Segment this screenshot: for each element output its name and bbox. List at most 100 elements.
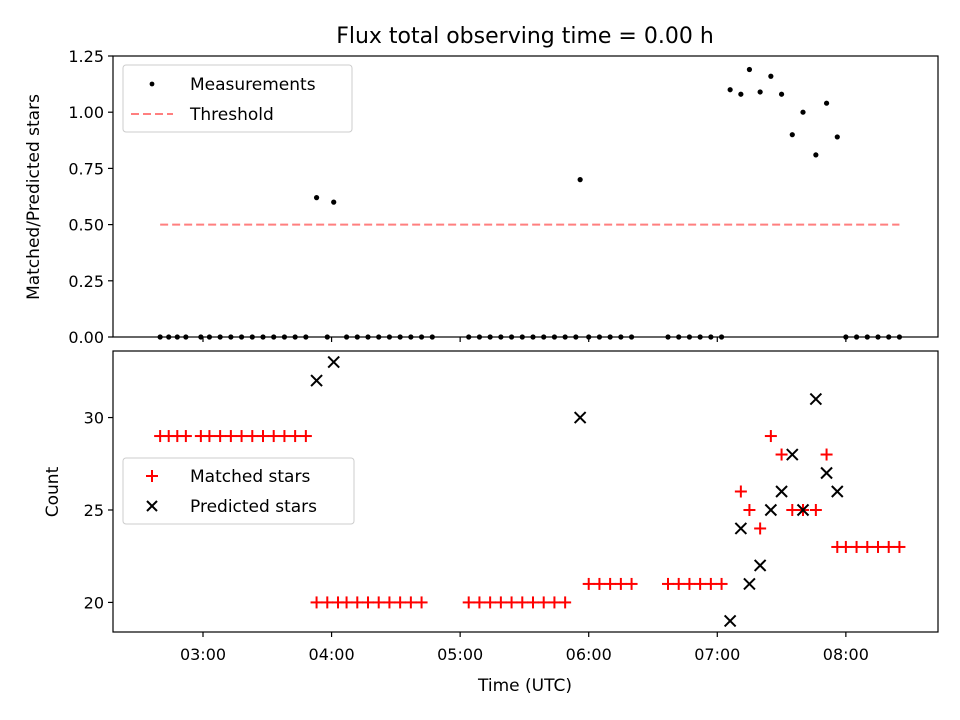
measurement-point [813,152,819,158]
top-x-ticks [202,337,847,342]
measurement-point [834,134,840,140]
matched-star-point [764,430,777,443]
measurement-point [727,87,733,93]
bottom-x-ticks: 03:00 04:00 05:00 06:00 07:00 08:00 [180,632,869,664]
predicted-star-point [743,577,756,591]
y-tick-label: 1.25 [68,47,104,66]
matched-star-point [754,522,767,535]
matched-star-point [593,577,606,590]
y-tick-label: 30 [84,409,104,428]
y-tick-label: 0.25 [68,272,104,291]
matched-star-point [394,596,407,609]
matched-star-point [214,430,227,443]
legend-matched-marker [146,470,158,482]
x-axis-label: Time (UTC) [477,676,572,696]
matched-star-point [537,596,550,609]
matched-star-point [548,596,561,609]
bottom-panel: 20 25 30 03:00 04:00 05:00 06:00 07:00 08:00 Co… [43,350,939,696]
matched-star-point [786,503,799,516]
bottom-legend-box [122,457,355,525]
measurement-point [757,89,763,95]
measurement-point [738,91,744,97]
predicted-star-point [723,614,737,628]
matched-star-point [235,430,248,443]
matched-star-point [340,596,353,609]
measurement-point [778,91,785,97]
matched-star-point [704,577,717,590]
matched-star-point [362,596,374,609]
legend-measurements-label: Measurements [190,75,316,95]
chart-title: Flux total observing time = 0.00 h [336,24,714,49]
top-y-ticks: 0.00 0.25 0.50 0.75 1.00 1.25 [68,47,113,347]
predicted-star-point [831,485,844,498]
y-tick-label: 0.75 [68,159,104,178]
matched-star-point [743,503,756,516]
matched-star-point [415,596,428,609]
legend-measurements-marker [149,81,155,87]
top-panel: 0.00 0.25 0.50 0.75 1.00 1.25 Matched/Predict… [24,47,939,347]
measurement-point [800,109,806,115]
matched-star-point [351,596,364,609]
top-y-axis-label: Matched/Predicted stars [24,94,44,300]
legend-predicted-marker [146,500,158,512]
matched-star-point [289,430,302,443]
top-axes-frame [112,55,939,338]
matched-star-point [559,596,572,609]
predicted-star-point [786,448,799,461]
x-tick-label: 05:00 [437,645,483,664]
predicted-star-point [734,522,748,535]
predicted-star-point [809,392,823,406]
matched-star-point [604,577,617,590]
matched-star-point [310,596,323,609]
matched-star-point [404,596,417,609]
matched-star-point [203,430,216,443]
matched-star-point [893,540,906,553]
bottom-legend: Matched stars Predicted stars [122,457,355,525]
predicted-star-point [820,466,833,480]
matched-star-point [662,577,674,590]
predicted-star-point [573,411,587,424]
y-tick-label: 25 [84,501,104,520]
bottom-marks [154,355,906,628]
matched-star-point [775,448,788,461]
matched-star-point [625,577,638,590]
bottom-y-ticks: 20 25 30 [84,409,113,612]
matched-star-point [715,577,728,590]
measurement-point [331,199,337,205]
matched-star-point [321,596,334,609]
predicted-star-point [764,503,778,517]
matched-star-point [484,596,497,609]
matched-star-point [462,596,475,609]
top-marks [157,66,903,340]
y-tick-label: 20 [84,593,104,612]
predicted-star-point [327,355,340,369]
x-tick-label: 04:00 [309,645,355,664]
matched-star-point [505,596,518,609]
predicted-star-point [775,485,788,498]
matched-star-point [299,430,312,443]
x-tick-label: 03:00 [180,645,226,664]
top-legend-box [122,64,353,133]
matched-star-point [820,448,833,461]
matched-star-point [872,540,884,553]
measurement-point [746,66,753,73]
matched-star-point [494,596,507,609]
matched-star-point [861,540,874,553]
matched-star-point [278,430,291,443]
matched-star-point [614,577,627,590]
matched-star-point [383,596,396,609]
matched-star-point [672,577,685,590]
matched-star-point [694,577,707,590]
matched-star-point [372,596,385,609]
matched-star-point [267,430,280,443]
measurement-point [313,195,320,201]
bottom-axes-frame [112,350,939,633]
matched-star-point [850,540,863,553]
matched-star-point [224,430,237,443]
measurement-point [823,100,830,106]
matched-star-point [257,430,269,443]
x-tick-label: 08:00 [823,645,869,664]
bottom-y-axis-label: Count [43,466,63,517]
legend-predicted-label: Predicted stars [190,497,317,517]
